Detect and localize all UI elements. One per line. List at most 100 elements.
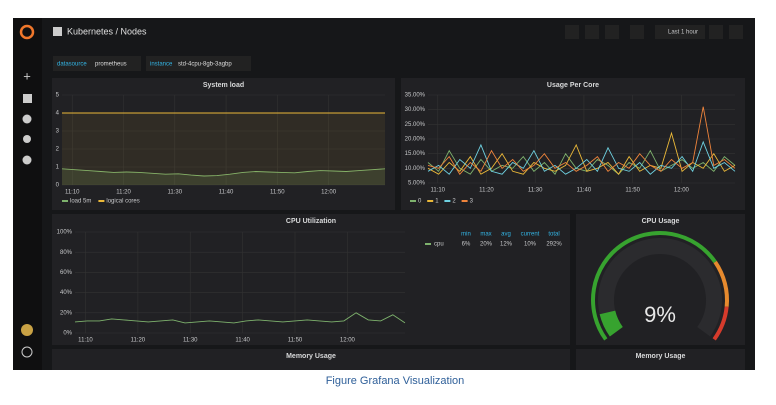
dashboard-title[interactable]: Kubernetes / Nodes (67, 26, 147, 36)
y-tick-label: 2 (56, 147, 60, 153)
legend-label[interactable]: 1 (435, 199, 439, 205)
legend-column: min (461, 232, 471, 238)
x-tick-label: 11:50 (270, 190, 285, 196)
x-tick-label: 11:30 (528, 188, 543, 194)
x-tick-label: 11:10 (78, 338, 93, 344)
x-tick-label: 11:20 (131, 338, 146, 344)
legend-column: current (521, 232, 540, 238)
x-tick-label: 11:20 (479, 188, 494, 194)
series-line (427, 140, 736, 175)
panel-title: CPU Usage (642, 218, 680, 225)
legend-value: 6% (462, 242, 471, 248)
y-tick-label: 0 (56, 183, 60, 189)
x-tick-label: 11:30 (168, 190, 183, 196)
caption: Figure Grafana Visualization (326, 375, 465, 387)
dash-icon (53, 27, 62, 36)
variable-label: instance (150, 62, 173, 68)
variable-value[interactable]: std-4cpu-8gb-3agbp (178, 62, 232, 68)
legend-label[interactable]: cpu (434, 242, 444, 248)
legend-value: 20% (480, 242, 493, 248)
legend-label[interactable]: load 5m (70, 199, 91, 205)
help-icon[interactable] (21, 346, 33, 358)
y-tick-label: 20.00% (405, 137, 426, 143)
avatar[interactable] (21, 324, 33, 336)
zoom-btn[interactable] (709, 25, 723, 39)
x-tick-label: 12:00 (340, 338, 356, 344)
legend-label[interactable]: logical cores (106, 199, 139, 205)
variable-box[interactable] (146, 56, 251, 71)
y-tick-label: 10.00% (405, 166, 426, 172)
legend-label[interactable]: 3 (470, 199, 474, 205)
y-tick-label: 5.00% (408, 181, 426, 187)
legend-value: 10% (524, 242, 537, 248)
y-tick-label: 0% (63, 331, 72, 337)
x-tick-label: 11:50 (625, 188, 640, 194)
alert-icon[interactable] (23, 135, 31, 143)
panel (401, 78, 745, 210)
panel-title: CPU Utilization (286, 218, 336, 225)
x-tick-label: 11:20 (116, 190, 131, 196)
gauge-threshold (712, 306, 729, 341)
legend-value: 292% (546, 242, 562, 248)
panel (52, 214, 570, 345)
gauge-track (598, 238, 722, 337)
series-line (427, 149, 736, 175)
settings-btn[interactable] (605, 25, 619, 39)
x-tick-label: 12:00 (321, 190, 337, 196)
series-line (74, 312, 406, 324)
y-tick-label: 60% (60, 270, 73, 276)
series-area (62, 113, 385, 185)
panel (52, 349, 570, 370)
y-tick-label: 80% (60, 250, 73, 256)
variable-box[interactable] (53, 56, 141, 71)
x-tick-label: 12:00 (674, 188, 690, 194)
legend-column: avg (501, 232, 511, 238)
panel-title: Usage Per Core (547, 82, 599, 89)
y-tick-label: 100% (57, 230, 73, 236)
variable-label: datasource (57, 62, 87, 68)
panel (52, 78, 395, 210)
time-picker[interactable] (655, 25, 705, 39)
series-line (427, 131, 736, 175)
settings-icon[interactable] (22, 155, 32, 165)
legend-value: 12% (500, 242, 513, 248)
series-line (61, 168, 386, 177)
x-tick-label: 11:30 (183, 338, 198, 344)
legend-label[interactable]: 0 (418, 199, 422, 205)
gauge-threshold (713, 260, 729, 307)
x-tick-label: 11:40 (219, 190, 234, 196)
x-tick-label: 11:10 (65, 190, 80, 196)
legend-column: total (548, 232, 559, 238)
panel-title: Memory Usage (636, 353, 686, 360)
explore-icon[interactable] (22, 114, 32, 124)
gauge-value (599, 310, 623, 337)
dashboards-icon[interactable] (23, 94, 32, 103)
y-tick-label: 3 (56, 129, 60, 135)
y-tick-label: 1 (56, 165, 60, 171)
y-tick-label: 35.00% (405, 93, 426, 99)
gauge-label: 9% (644, 302, 676, 327)
series-line (427, 106, 736, 175)
gauge-threshold (591, 231, 717, 341)
time-range[interactable]: Last 1 hour (668, 30, 698, 36)
tv-btn[interactable] (630, 25, 644, 39)
y-tick-label: 25.00% (405, 122, 426, 128)
panel-title: Memory Usage (286, 353, 336, 360)
legend-label[interactable]: 2 (452, 199, 456, 205)
share-btn[interactable] (585, 25, 599, 39)
logo[interactable] (19, 24, 35, 40)
y-tick-label: 5 (56, 93, 60, 99)
variable-value[interactable]: prometheus (95, 62, 127, 68)
star-btn[interactable] (565, 25, 579, 39)
legend-column: max (480, 232, 491, 238)
x-tick-label: 11:50 (288, 338, 303, 344)
plus-icon[interactable]: + (23, 68, 31, 83)
x-tick-label: 11:40 (235, 338, 250, 344)
y-tick-label: 30.00% (405, 107, 426, 113)
refresh-btn[interactable] (729, 25, 743, 39)
y-tick-label: 4 (56, 111, 60, 117)
x-tick-label: 11:10 (430, 188, 445, 194)
panel-title: System load (203, 82, 244, 89)
